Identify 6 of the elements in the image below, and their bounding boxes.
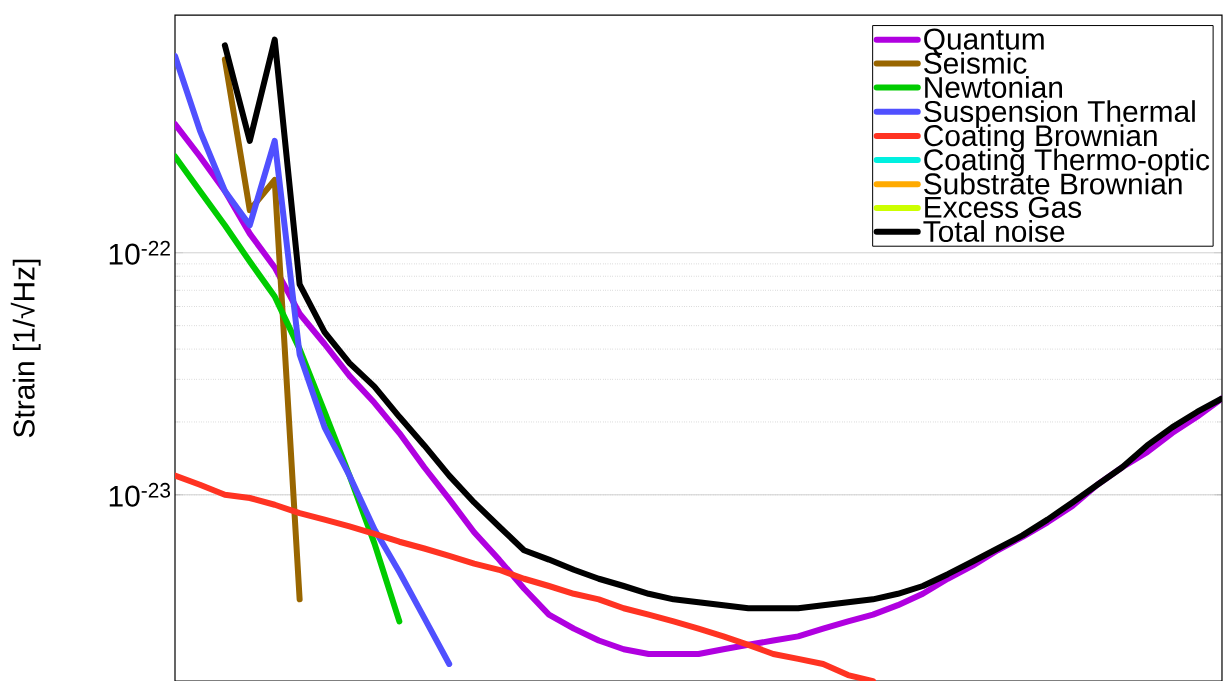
- legend-label: Excess Gas: [925, 196, 1082, 218]
- legend-label: Newtonian: [925, 76, 1062, 98]
- legend-label: Total noise: [923, 220, 1065, 243]
- y-tick-label: 10$^{-22}$: [109, 240, 170, 265]
- y-axis-title: Strain [1/√Hz]: [10, 259, 41, 438]
- y-tick-label: 10$^{-23}$: [109, 482, 171, 507]
